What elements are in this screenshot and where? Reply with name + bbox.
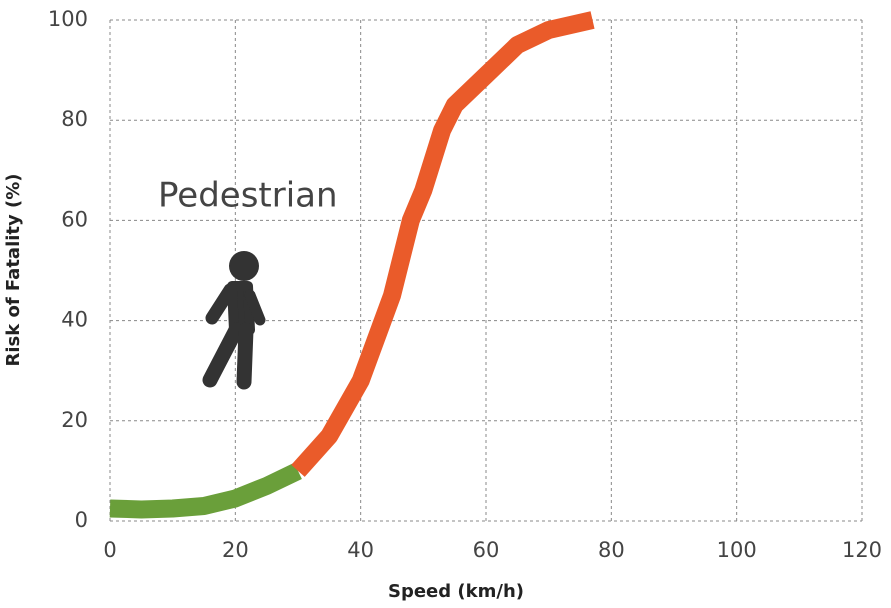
annotation: Pedestrian bbox=[158, 176, 338, 216]
x-axis-title: Speed (km/h) bbox=[388, 581, 524, 602]
y-tick-label: 100 bbox=[48, 7, 88, 31]
x-tick-label: 80 bbox=[598, 538, 625, 562]
x-tick-label: 100 bbox=[717, 538, 757, 562]
plot: 0 20 40 60 80 100 0 20 40 60 80 100 120 bbox=[48, 7, 882, 562]
x-tick-label: 120 bbox=[842, 538, 882, 562]
y-tick-label: 40 bbox=[61, 308, 88, 332]
y-tick-label: 0 bbox=[75, 508, 88, 532]
x-tick-label: 60 bbox=[473, 538, 500, 562]
x-tick-label: 40 bbox=[347, 538, 374, 562]
y-axis-title: Risk of Fatality (%) bbox=[3, 173, 24, 366]
y-tick-label: 20 bbox=[61, 408, 88, 432]
pedestrian-icon bbox=[202, 251, 266, 390]
line bbox=[109, 462, 302, 519]
line bbox=[291, 11, 595, 477]
x-tick-label: 0 bbox=[103, 538, 116, 562]
x-tick-label: 20 bbox=[222, 538, 249, 562]
y-tick-label: 80 bbox=[61, 107, 88, 131]
y-tick-label: 60 bbox=[61, 207, 88, 231]
